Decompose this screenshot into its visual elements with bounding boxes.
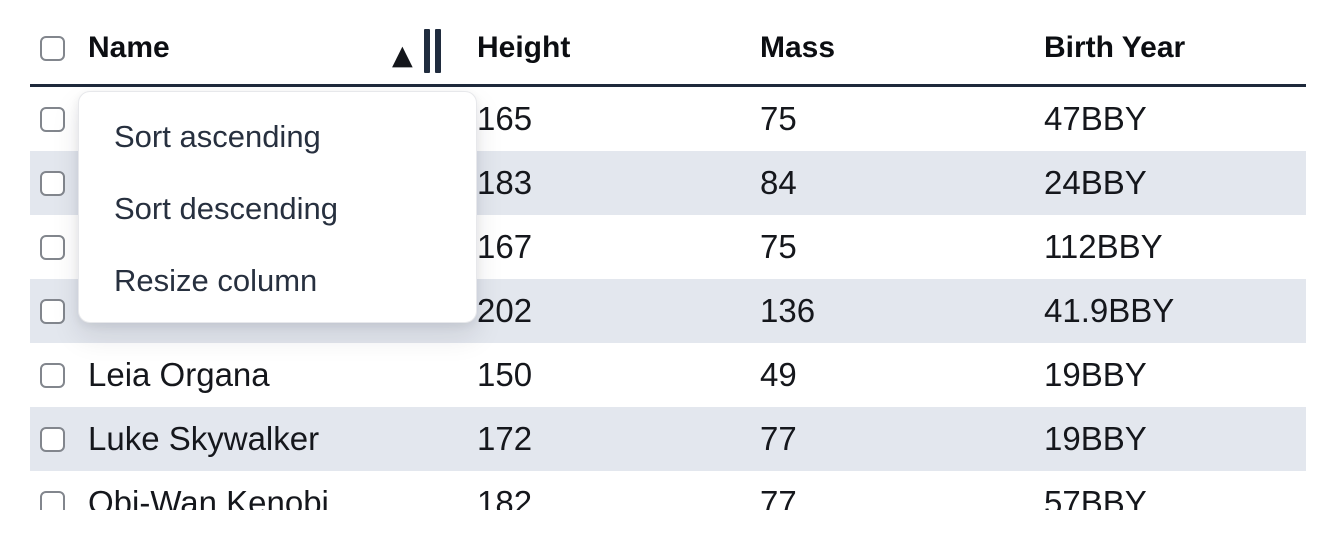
- cell-mass: 136: [760, 292, 816, 329]
- cell-name: Obi-Wan Kenobi: [88, 484, 329, 510]
- column-resize-handle[interactable]: [424, 29, 441, 73]
- row-select-checkbox[interactable]: [40, 362, 65, 388]
- menu-item-resize-column[interactable]: Resize column: [114, 263, 318, 298]
- column-header-birth-year[interactable]: Birth Year: [1025, 31, 1306, 65]
- cell-height: 167: [477, 228, 533, 265]
- cell-height: 150: [477, 356, 533, 393]
- column-header-mass-label: Mass: [760, 31, 836, 64]
- cell-mass: 84: [760, 164, 797, 201]
- cell-birth-year: 24BBY: [1044, 164, 1147, 201]
- menu-item-sort-descending[interactable]: Sort descending: [114, 191, 339, 226]
- row-select-checkbox[interactable]: [40, 426, 65, 452]
- row-select-cell: [30, 170, 78, 196]
- column-header-height[interactable]: Height: [457, 31, 741, 65]
- column-context-menu: Sort ascending Sort descending Resize co…: [78, 91, 477, 323]
- cell-height: 182: [477, 484, 533, 510]
- select-all-checkbox[interactable]: [40, 35, 65, 61]
- row-select-checkbox[interactable]: [40, 106, 65, 132]
- cell-mass: 77: [760, 484, 797, 510]
- resize-bar-icon: [435, 29, 441, 73]
- table-header-row: Name Height Mass Birth Year ▲: [30, 0, 1306, 87]
- cell-height: 202: [477, 292, 533, 329]
- row-select-cell: [30, 362, 78, 388]
- row-select-cell: [30, 426, 78, 452]
- table-row: Leia Organa 150 49 19BBY: [30, 343, 1306, 407]
- row-select-cell: [30, 490, 78, 510]
- cell-name: Leia Organa: [88, 356, 270, 393]
- cell-birth-year: 47BBY: [1044, 100, 1147, 137]
- row-select-checkbox[interactable]: [40, 298, 65, 324]
- select-all-cell: [30, 35, 78, 61]
- cell-mass: 75: [760, 228, 797, 265]
- column-header-name[interactable]: Name: [78, 31, 457, 65]
- table-row: Obi-Wan Kenobi 182 77 57BBY: [30, 471, 1306, 510]
- column-header-birth-year-label: Birth Year: [1044, 31, 1186, 64]
- row-select-checkbox[interactable]: [40, 234, 65, 260]
- cell-mass: 77: [760, 420, 797, 457]
- cell-birth-year: 41.9BBY: [1044, 292, 1175, 329]
- cell-height: 172: [477, 420, 533, 457]
- cell-name: Luke Skywalker: [88, 420, 320, 457]
- cell-height: 165: [477, 100, 533, 137]
- cell-birth-year: 19BBY: [1044, 356, 1147, 393]
- row-select-cell: [30, 234, 78, 260]
- sort-ascending-icon: ▲: [392, 40, 413, 71]
- row-select-cell: [30, 298, 78, 324]
- cell-birth-year: 112BBY: [1044, 228, 1163, 265]
- column-header-mass[interactable]: Mass: [741, 31, 1025, 65]
- menu-item-sort-ascending[interactable]: Sort ascending: [114, 119, 321, 154]
- row-select-cell: [30, 106, 78, 132]
- column-header-name-label: Name: [88, 31, 170, 64]
- cell-mass: 49: [760, 356, 797, 393]
- cell-birth-year: 57BBY: [1044, 484, 1147, 510]
- cell-mass: 75: [760, 100, 797, 137]
- row-select-checkbox[interactable]: [40, 490, 65, 510]
- resize-bar-icon: [424, 29, 430, 73]
- cell-birth-year: 19BBY: [1044, 420, 1147, 457]
- cell-height: 183: [477, 164, 533, 201]
- column-header-height-label: Height: [477, 31, 571, 64]
- table-row: Luke Skywalker 172 77 19BBY: [30, 407, 1306, 471]
- row-select-checkbox[interactable]: [40, 170, 65, 196]
